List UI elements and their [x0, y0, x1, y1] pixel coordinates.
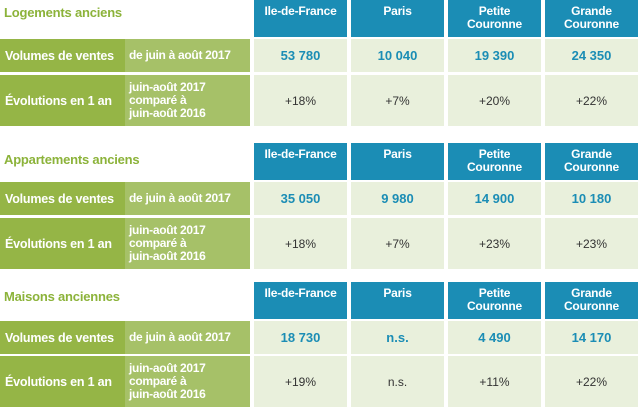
column-header-petite-couronne: Petite Couronne	[448, 0, 541, 37]
column-header-grande-couronne: Grande Couronne	[545, 143, 638, 180]
evolution-petite-couronne: +11%	[448, 356, 541, 407]
row-label-evolutions: Évolutions en 1 an	[0, 218, 125, 269]
column-header-paris: Paris	[351, 0, 444, 37]
section-title: Logements anciens	[4, 5, 122, 20]
column-header-grande-couronne: Grande Couronne	[545, 282, 638, 319]
volume-ile-de-france: 18 730	[254, 321, 347, 354]
column-header-ile-de-france: Ile-de-France	[254, 282, 347, 319]
row-label-volumes: Volumes de ventes	[0, 182, 125, 215]
row-label-evolutions-period: juin-août 2017 comparé à juin-août 2016	[125, 218, 250, 269]
evolution-grande-couronne: +23%	[545, 218, 638, 269]
evolution-ile-de-france: +18%	[254, 75, 347, 126]
volume-petite-couronne: 14 900	[448, 182, 541, 215]
evolution-ile-de-france: +18%	[254, 218, 347, 269]
row-label-evolutions: Évolutions en 1 an	[0, 356, 125, 407]
column-header-ile-de-france: Ile-de-France	[254, 143, 347, 180]
column-header-paris: Paris	[351, 282, 444, 319]
column-header-grande-couronne: Grande Couronne	[545, 0, 638, 37]
row-label-volumes-period: de juin à août 2017	[125, 39, 250, 72]
column-header-petite-couronne: Petite Couronne	[448, 143, 541, 180]
evolution-ile-de-france: +19%	[254, 356, 347, 407]
row-label-evolutions-period: juin-août 2017 comparé à juin-août 2016	[125, 75, 250, 126]
section-title: Maisons anciennes	[4, 289, 120, 304]
section-maisons-anciennes: Maisons anciennes Ile-de-France Paris Pe…	[0, 282, 642, 407]
volume-paris: 10 040	[351, 39, 444, 72]
row-label-volumes-period: de juin à août 2017	[125, 321, 250, 354]
section-appartements-anciens: Appartements anciens Ile-de-France Paris…	[0, 143, 642, 273]
volume-grande-couronne: 24 350	[545, 39, 638, 72]
volume-ile-de-france: 53 780	[254, 39, 347, 72]
section-title: Appartements anciens	[4, 152, 140, 167]
row-label-volumes: Volumes de ventes	[0, 39, 125, 72]
evolution-petite-couronne: +23%	[448, 218, 541, 269]
evolution-grande-couronne: +22%	[545, 356, 638, 407]
volume-grande-couronne: 10 180	[545, 182, 638, 215]
row-label-volumes-period: de juin à août 2017	[125, 182, 250, 215]
row-label-volumes: Volumes de ventes	[0, 321, 125, 354]
evolution-paris: +7%	[351, 218, 444, 269]
volume-ile-de-france: 35 050	[254, 182, 347, 215]
volume-grande-couronne: 14 170	[545, 321, 638, 354]
evolution-paris: n.s.	[351, 356, 444, 407]
column-header-petite-couronne: Petite Couronne	[448, 282, 541, 319]
evolution-paris: +7%	[351, 75, 444, 126]
evolution-petite-couronne: +20%	[448, 75, 541, 126]
column-header-ile-de-france: Ile-de-France	[254, 0, 347, 37]
volume-petite-couronne: 4 490	[448, 321, 541, 354]
evolution-grande-couronne: +22%	[545, 75, 638, 126]
section-logements-anciens: Logements anciens Ile-de-France Paris Pe…	[0, 0, 642, 136]
volume-petite-couronne: 19 390	[448, 39, 541, 72]
row-label-evolutions: Évolutions en 1 an	[0, 75, 125, 126]
column-header-paris: Paris	[351, 143, 444, 180]
volume-paris: n.s.	[351, 321, 444, 354]
row-label-evolutions-period: juin-août 2017 comparé à juin-août 2016	[125, 356, 250, 407]
volume-paris: 9 980	[351, 182, 444, 215]
